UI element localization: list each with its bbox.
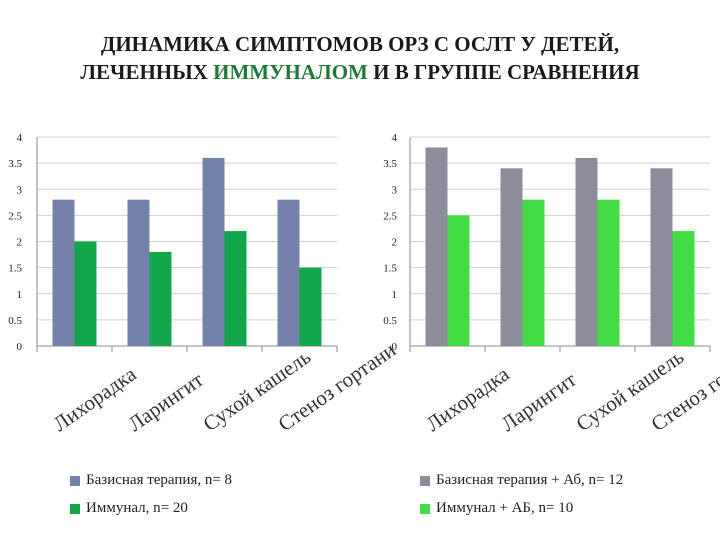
bar: [425, 147, 448, 346]
bar: [299, 267, 322, 346]
y-tick-label: 0: [17, 341, 23, 353]
chart-title-line2: ЛЕЧЕННЫХ ИММУНАЛОМ И В ГРУППЕ СРАВНЕНИЯ: [0, 58, 720, 86]
y-tick-label: 2: [392, 237, 398, 249]
legend-item-right-series-1: Базисная терапия + Аб, n= 12: [420, 472, 623, 489]
bar: [202, 157, 225, 346]
y-tick-label: 3.5: [383, 158, 397, 170]
legend-swatch: [70, 503, 80, 514]
bar: [127, 199, 150, 346]
bar: [447, 215, 470, 346]
chart-title-line1: ДИНАМИКА СИМПТОМОВ ОРЗ С ОСЛТ У ДЕТЕЙ,: [100, 32, 620, 56]
legend-swatch: [420, 475, 430, 486]
bar: [224, 231, 247, 346]
x-category-label: Стеноз гортани: [647, 338, 720, 437]
x-category-label: Лихорадка: [49, 361, 141, 436]
legend-label: Иммунал + АБ, n= 10: [436, 500, 574, 516]
bar: [149, 251, 172, 346]
bar: [277, 199, 300, 346]
y-tick-label: 0: [392, 341, 398, 353]
y-tick-label: 3: [17, 184, 23, 196]
y-tick-label: 1.5: [8, 263, 22, 275]
x-category-label: Лихорадка: [422, 361, 514, 436]
legend-label: Базисная терапия, n= 8: [86, 472, 233, 488]
y-tick-label: 0.5: [383, 315, 397, 327]
y-tick-label: 2.5: [8, 210, 22, 222]
y-tick-label: 4: [17, 132, 23, 144]
bar: [597, 199, 620, 346]
y-tick-label: 2: [17, 237, 23, 249]
title-text-pre: ЛЕЧЕННЫХ: [80, 60, 214, 84]
y-tick-label: 1: [392, 289, 398, 301]
bar: [650, 168, 673, 346]
y-tick-label: 3.5: [8, 158, 22, 170]
legend-label: Иммунал, n= 20: [86, 500, 188, 516]
title-text-post: И В ГРУППЕ СРАВНЕНИЯ: [367, 60, 640, 84]
y-tick-label: 1.5: [383, 263, 397, 275]
bar: [575, 157, 598, 346]
legend-swatch: [420, 503, 430, 514]
legend-item-left-series-2: Иммунал, n= 20: [70, 500, 188, 517]
legend-item-left-series-1: Базисная терапия, n= 8: [70, 472, 232, 489]
legend-label: Базисная терапия + Аб, n= 12: [436, 472, 624, 488]
title-highlight-immunal: ИММУНАЛОМ: [213, 60, 368, 84]
bar: [74, 241, 97, 346]
y-tick-label: 0.5: [8, 315, 22, 327]
legend-item-right-series-2: Иммунал + АБ, n= 10: [420, 500, 573, 517]
y-tick-label: 2.5: [383, 210, 397, 222]
legend-swatch: [70, 475, 80, 486]
bar: [522, 199, 545, 346]
bar: [500, 168, 523, 346]
bar: [52, 199, 75, 346]
y-tick-label: 3: [392, 184, 398, 196]
y-tick-label: 4: [392, 132, 398, 144]
y-tick-label: 1: [17, 289, 23, 301]
bar: [672, 231, 695, 346]
